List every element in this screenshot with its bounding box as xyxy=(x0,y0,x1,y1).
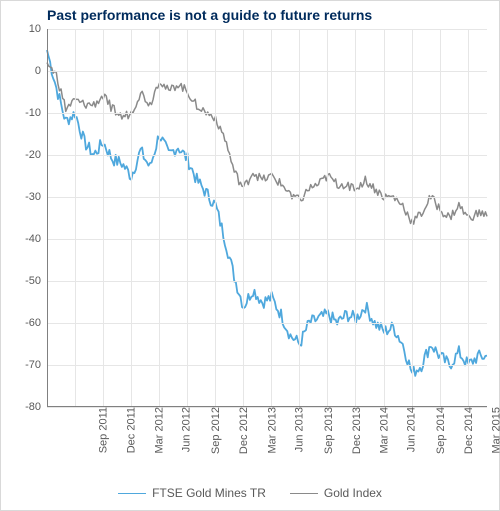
gridline-v xyxy=(159,29,160,407)
gridline-v xyxy=(187,29,188,407)
y-tick-label: 10 xyxy=(29,23,47,35)
gridline-h xyxy=(47,197,487,198)
gridline-v xyxy=(271,29,272,407)
gridline-v xyxy=(215,29,216,407)
x-tick-label: Mar 2012 xyxy=(150,407,166,453)
x-tick-label: Dec 2011 xyxy=(121,407,137,453)
x-tick-label: Jun 2014 xyxy=(401,407,417,452)
gridline-v xyxy=(299,29,300,407)
x-tick-label: Sep 2012 xyxy=(206,407,222,454)
gridline-v xyxy=(355,29,356,407)
legend: FTSE Gold Mines TR Gold Index xyxy=(1,486,499,500)
y-tick-label: -80 xyxy=(25,401,47,413)
y-tick-label: -10 xyxy=(25,107,47,119)
x-tick-label: Dec 2014 xyxy=(459,407,475,454)
legend-label: FTSE Gold Mines TR xyxy=(152,486,266,500)
gridline-h xyxy=(47,71,487,72)
line-chart: Past performance is not a guide to futur… xyxy=(0,0,500,511)
y-tick-label: -40 xyxy=(25,233,47,245)
gridline-h xyxy=(47,365,487,366)
legend-item: Gold Index xyxy=(290,486,382,500)
gridline-h xyxy=(47,113,487,114)
gridline-v xyxy=(412,29,413,407)
y-tick-label: -50 xyxy=(25,275,47,287)
y-tick-label: -70 xyxy=(25,359,47,371)
gridline-v xyxy=(468,29,469,407)
x-axis-line xyxy=(47,406,487,407)
series-line-1 xyxy=(47,63,487,225)
gridline-h xyxy=(47,29,487,30)
legend-swatch xyxy=(290,493,318,494)
plot-area: -80-70-60-50-40-30-20-10010Sep 2011Dec 2… xyxy=(47,29,487,407)
gridline-v xyxy=(103,29,104,407)
y-tick-label: 0 xyxy=(35,65,47,77)
gridline-v xyxy=(384,29,385,407)
legend-item: FTSE Gold Mines TR xyxy=(118,486,266,500)
gridline-v xyxy=(440,29,441,407)
gridline-h xyxy=(47,323,487,324)
gridline-v xyxy=(243,29,244,407)
y-tick-label: -20 xyxy=(25,149,47,161)
gridline-v xyxy=(131,29,132,407)
gridline-h xyxy=(47,239,487,240)
y-tick-label: -30 xyxy=(25,191,47,203)
x-tick-label: Sep 2013 xyxy=(319,407,335,454)
gridline-v xyxy=(75,29,76,407)
gridline-h xyxy=(47,281,487,282)
y-tick-label: -60 xyxy=(25,317,47,329)
chart-title: Past performance is not a guide to futur… xyxy=(47,7,372,23)
gridline-h xyxy=(47,155,487,156)
y-axis-line xyxy=(47,29,48,407)
x-tick-label: Jun 2012 xyxy=(177,407,193,452)
series-lines xyxy=(47,29,487,407)
x-tick-label: Sep 2011 xyxy=(93,407,109,453)
x-tick-label: Mar 2013 xyxy=(262,407,278,453)
gridline-v xyxy=(327,29,328,407)
x-tick-label: Jun 2013 xyxy=(289,407,305,452)
legend-swatch xyxy=(118,493,146,494)
series-line-0 xyxy=(47,50,487,376)
x-tick-label: Mar 2014 xyxy=(374,407,390,453)
x-tick-label: Mar 2015 xyxy=(487,407,500,453)
x-tick-label: Dec 2013 xyxy=(347,407,363,454)
x-tick-label: Sep 2014 xyxy=(431,407,447,454)
x-tick-label: Dec 2012 xyxy=(235,407,251,454)
legend-label: Gold Index xyxy=(324,486,382,500)
